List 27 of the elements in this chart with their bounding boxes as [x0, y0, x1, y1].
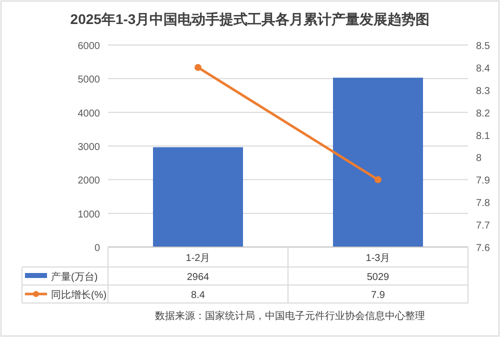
chart-title: 2025年1-3月中国电动手提式工具各月累计产量发展趋势图: [70, 11, 430, 27]
y-tick-label: 0: [94, 243, 100, 254]
x-tick-label: 1-3月: [366, 253, 390, 264]
y2-tick-label: 7.7: [476, 220, 490, 232]
y-tick-label: 6000: [78, 41, 100, 52]
source-note: 数据来源：国家统计局，中国电子元件行业协会信息中心整理: [155, 310, 425, 322]
y2-tick-label: 7.9: [476, 176, 490, 187]
y2-tick-label: 8.1: [476, 130, 490, 142]
y2-tick-label: 7.8: [476, 198, 490, 210]
y-tick-label: 2000: [78, 176, 100, 187]
y2-tick-label: 8: [476, 153, 482, 164]
y-tick-label: 3000: [78, 142, 100, 153]
y2-tick-label: 8.4: [476, 63, 490, 74]
y-tick-label: 4000: [78, 108, 100, 120]
y2-tick-label: 8.5: [476, 41, 490, 52]
legend-label: 同比增长(%): [51, 289, 107, 301]
y-tick-label: 5000: [78, 74, 100, 86]
data-label: 7.9: [371, 290, 386, 301]
y-tick-label: 1000: [78, 209, 100, 220]
legend-label: 产量(万台): [51, 271, 98, 283]
x-tick-label: 1-2月: [186, 253, 210, 264]
y2-tick-label: 8.2: [476, 108, 490, 120]
data-label: 8.4: [191, 290, 206, 301]
y2-tick-label: 7.6: [476, 243, 490, 254]
data-label: 5029: [366, 272, 390, 283]
data-label: 2964: [186, 272, 210, 283]
y2-tick-label: 8.3: [476, 86, 490, 97]
